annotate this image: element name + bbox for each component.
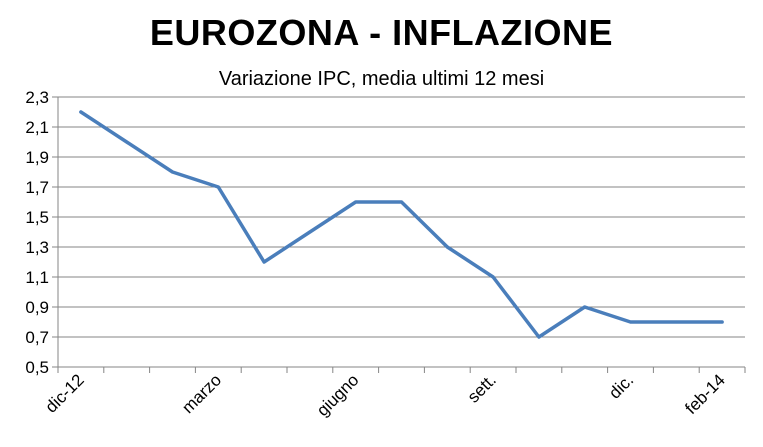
series-line bbox=[79, 110, 724, 339]
x-tick-label: dic-12 bbox=[42, 370, 88, 416]
y-tick-label: 1,1 bbox=[25, 268, 49, 287]
x-tick-label: marzo bbox=[178, 370, 225, 417]
series-inflation bbox=[79, 110, 724, 339]
y-tick-label: 0,5 bbox=[25, 358, 49, 377]
data-point bbox=[674, 320, 678, 324]
data-point bbox=[400, 200, 403, 204]
y-tick-label: 1,5 bbox=[25, 208, 49, 227]
axes bbox=[52, 96, 746, 373]
data-point bbox=[445, 245, 449, 249]
y-tick-label: 2,3 bbox=[25, 88, 49, 107]
data-point bbox=[720, 320, 724, 324]
data-point bbox=[308, 230, 312, 234]
data-point bbox=[171, 170, 174, 174]
data-point bbox=[629, 320, 632, 324]
data-point bbox=[354, 200, 358, 204]
y-tick-label: 1,9 bbox=[25, 148, 49, 167]
data-point bbox=[216, 185, 220, 189]
chart-subtitle: Variazione IPC, media ultimi 12 mesi bbox=[218, 68, 545, 90]
data-point bbox=[125, 140, 129, 144]
y-tick-label: 0,7 bbox=[25, 328, 49, 347]
x-tick-label: feb-14 bbox=[681, 370, 729, 418]
data-point bbox=[491, 275, 495, 279]
x-axis-tick-labels: dic-12 marzo giugno sett. dic. feb-14 bbox=[42, 370, 729, 420]
y-tick-label: 2,1 bbox=[25, 118, 49, 137]
data-point bbox=[537, 335, 541, 339]
x-tick-label: sett. bbox=[464, 370, 500, 406]
x-tick-label: dic. bbox=[605, 370, 637, 402]
y-tick-label: 1,3 bbox=[25, 238, 49, 257]
y-tick-label: 1,7 bbox=[25, 178, 49, 197]
chart-title: EUROZONA - INFLAZIONE bbox=[149, 12, 614, 53]
x-tick-label: giugno bbox=[313, 370, 363, 420]
gridlines bbox=[58, 96, 745, 338]
data-point bbox=[79, 110, 83, 114]
data-point bbox=[583, 305, 587, 309]
data-point bbox=[262, 260, 266, 264]
y-axis-tick-labels: 0,5 0,7 0,9 1,1 1,3 1,5 1,7 1,9 2,1 2,3 bbox=[25, 88, 49, 377]
y-tick-label: 0,9 bbox=[25, 298, 49, 317]
